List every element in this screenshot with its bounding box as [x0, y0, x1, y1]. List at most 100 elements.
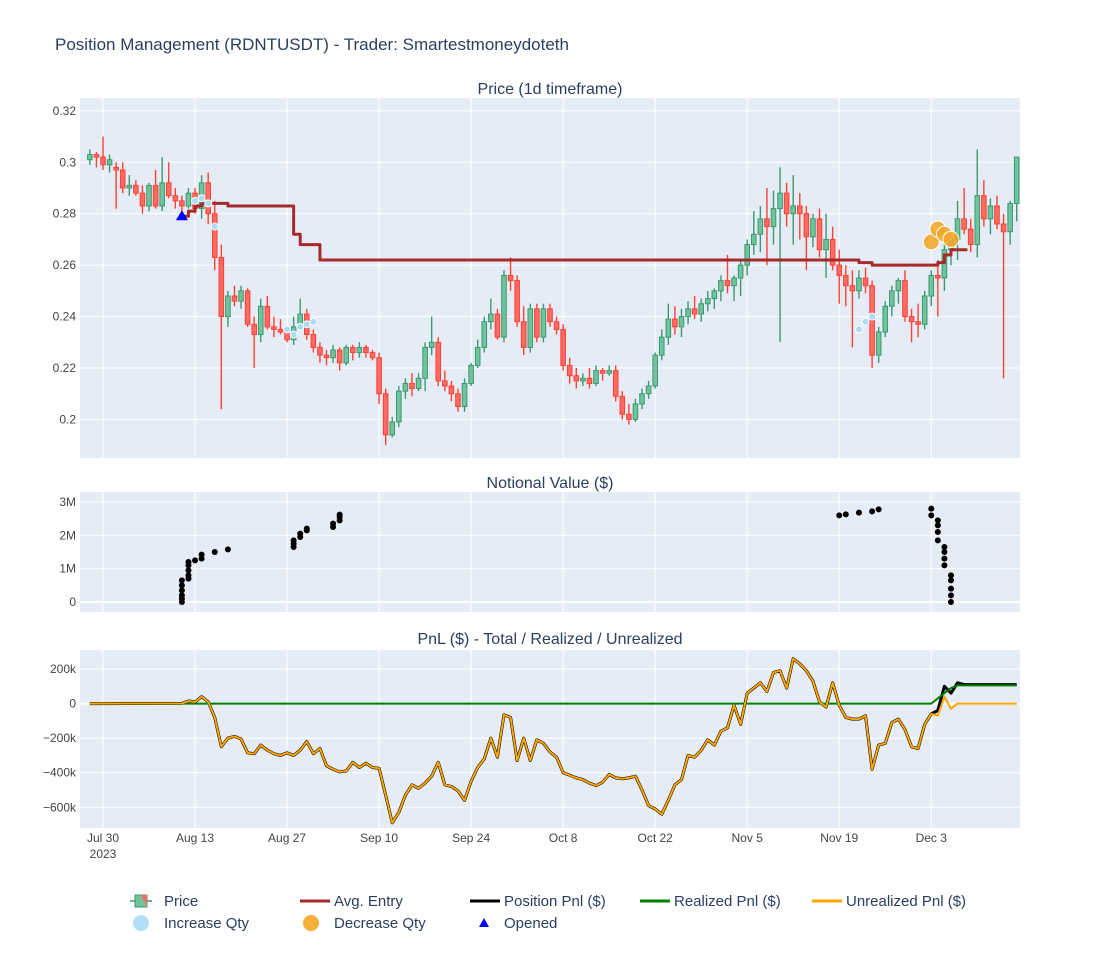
candle-body: [317, 346, 323, 356]
candle: [363, 344, 369, 358]
candle-body: [829, 238, 836, 266]
legend-item-real: Realized Pnl ($): [640, 893, 781, 910]
candle: [889, 285, 895, 317]
increase-marker: [204, 199, 213, 208]
candle-body: [264, 305, 271, 328]
candle-body: [1007, 202, 1013, 233]
y-tick-label: 1M: [59, 562, 76, 576]
candle-body: [540, 308, 547, 338]
candle-body: [678, 316, 685, 328]
candle-body: [363, 346, 369, 354]
notional-point: [934, 522, 941, 529]
candle: [704, 290, 711, 312]
candle-body: [698, 303, 704, 315]
candle-body: [461, 382, 468, 408]
candle-body: [520, 321, 527, 348]
notional-point: [178, 577, 185, 584]
decrease-marker: [942, 230, 960, 248]
candle-body: [875, 331, 882, 356]
notional-point: [941, 544, 948, 550]
candle: [783, 182, 790, 227]
candle-body: [711, 290, 718, 300]
candle-body: [389, 421, 396, 436]
candle-body: [974, 195, 981, 246]
notional-point: [178, 592, 185, 599]
candle-body: [816, 218, 823, 251]
legend-label: Opened: [504, 915, 557, 932]
candle: [658, 329, 665, 361]
candle-body: [843, 274, 849, 287]
increase-marker: [191, 196, 200, 205]
panel-3: −600k −400k −200k 0 200k PnL ($) - Total / Re…: [43, 631, 1020, 861]
candle: [409, 373, 415, 397]
candle: [369, 350, 376, 361]
candle: [987, 198, 994, 235]
candle-body: [468, 364, 474, 384]
candle: [113, 162, 119, 209]
candle: [172, 188, 179, 209]
candle: [652, 352, 658, 389]
candle: [691, 296, 698, 320]
candle: [981, 180, 987, 227]
candle-body: [704, 298, 711, 305]
candle-body: [185, 192, 192, 207]
candle: [790, 175, 797, 245]
candle-body: [238, 290, 244, 302]
increase-marker: [197, 194, 206, 203]
notional-point: [185, 559, 192, 565]
candle-body: [632, 403, 639, 420]
candle: [238, 285, 244, 309]
candle: [389, 416, 396, 438]
candle: [507, 257, 514, 291]
candle-body: [100, 156, 106, 166]
candle: [829, 226, 836, 271]
candle: [685, 301, 691, 325]
candle-body: [658, 336, 665, 356]
candle: [586, 368, 593, 389]
candle: [435, 337, 442, 386]
increase-marker: [868, 312, 877, 321]
candle: [133, 180, 139, 196]
candle-body: [757, 218, 764, 235]
candle-body: [146, 184, 152, 207]
notional-point: [947, 599, 954, 605]
x-tick-label: Oct 8: [549, 831, 578, 845]
candle-body: [205, 182, 211, 215]
candle: [540, 303, 547, 343]
candle-body: [862, 277, 869, 287]
candle: [514, 275, 520, 327]
candle-body: [895, 280, 902, 292]
y-tick-label: 0.26: [53, 258, 77, 272]
candle-body: [672, 318, 678, 328]
candle-body: [967, 228, 974, 246]
y-tick-label: −600k: [43, 800, 77, 814]
candle-body: [494, 313, 501, 338]
candle: [448, 380, 455, 402]
candle: [902, 270, 908, 322]
candle: [211, 200, 218, 271]
candle-body: [928, 274, 935, 297]
candle-body: [356, 346, 363, 354]
candle: [810, 213, 816, 248]
candle: [967, 218, 974, 253]
candle-body: [612, 370, 619, 397]
chart-title: Position Management (RDNTUSDT) - Trader:…: [55, 35, 569, 54]
legend-label: Increase Qty: [164, 915, 250, 932]
candle-body: [731, 277, 737, 287]
candle-body: [750, 233, 757, 246]
notional-point: [928, 512, 935, 519]
candle: [711, 288, 718, 309]
legend-label: Price: [164, 893, 198, 910]
candle-body: [211, 213, 218, 258]
candle: [566, 357, 573, 384]
candle-body: [770, 208, 777, 228]
legend-item-dec: Decrease Qty: [303, 915, 426, 932]
candle-body: [382, 393, 389, 436]
candle-body: [119, 169, 126, 189]
candle-body: [626, 413, 632, 420]
y-tick-label: −200k: [43, 731, 77, 745]
candle: [1007, 200, 1013, 245]
candle-body: [921, 295, 928, 325]
candle: [750, 211, 757, 255]
